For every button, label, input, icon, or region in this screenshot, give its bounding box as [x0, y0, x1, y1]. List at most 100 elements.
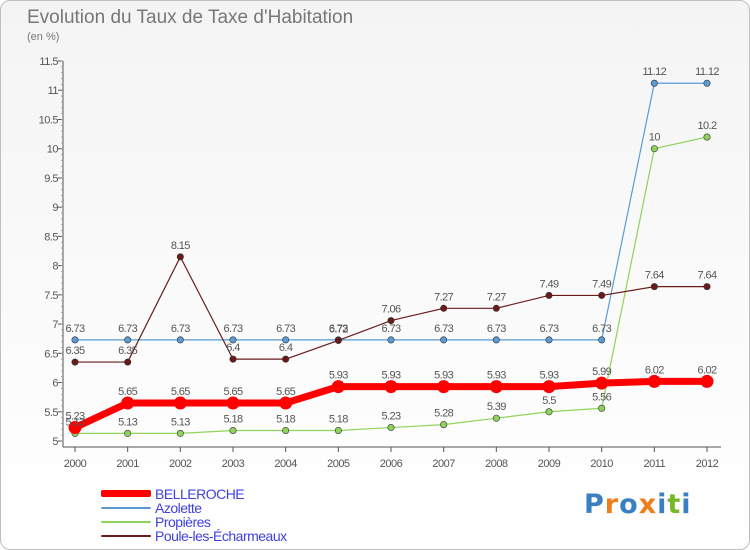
data-label: 6.72	[329, 323, 348, 335]
data-point	[387, 424, 395, 432]
legend-swatch	[101, 507, 151, 509]
data-point	[595, 376, 609, 390]
data-label: 7.49	[592, 278, 611, 290]
data-label: 10.2	[697, 120, 716, 132]
y-tick-label: 11	[48, 85, 59, 97]
y-tick-label: 8.5	[44, 231, 58, 243]
data-point	[331, 380, 345, 394]
data-label: 6.73	[118, 323, 137, 335]
data-point	[440, 304, 448, 312]
data-label: 5.65	[118, 386, 137, 398]
data-point	[542, 380, 556, 394]
data-label: 5.28	[434, 408, 453, 420]
x-tick-label: 2009	[538, 458, 561, 470]
legend-swatch	[101, 535, 151, 537]
data-label: 5.23	[381, 411, 400, 423]
data-label: 6.73	[592, 323, 611, 335]
y-tick-label: 9	[52, 202, 58, 214]
data-label: 6.02	[645, 364, 664, 376]
data-label: 5.13	[65, 416, 84, 428]
data-point	[71, 336, 79, 344]
data-label: 5.93	[539, 370, 558, 382]
x-tick-label: 2003	[222, 458, 245, 470]
data-point	[173, 396, 187, 410]
data-point	[334, 426, 342, 434]
legend-label: BELLEROCHE	[155, 486, 245, 502]
data-label: 6.4	[279, 342, 293, 354]
data-point	[226, 396, 240, 410]
legend-swatch	[101, 521, 151, 523]
data-point	[650, 283, 658, 291]
data-label: 7.27	[487, 291, 506, 303]
data-point	[545, 408, 553, 416]
data-point	[598, 291, 606, 299]
data-label: 7.64	[697, 270, 716, 282]
data-point	[700, 374, 714, 388]
data-label: 6.73	[434, 323, 453, 335]
data-point	[437, 380, 451, 394]
y-tick-label: 10.5	[39, 114, 59, 126]
data-point	[489, 380, 503, 394]
data-label: 6.73	[65, 323, 84, 335]
data-point	[124, 358, 132, 366]
data-label: 7.64	[645, 270, 664, 282]
y-tick-label: 6	[52, 378, 58, 390]
data-point	[440, 336, 448, 344]
logo-letter: t	[667, 489, 682, 520]
x-tick-label: 2001	[116, 458, 139, 470]
data-point	[124, 429, 132, 437]
data-label: 5.18	[223, 413, 242, 425]
data-point	[71, 358, 79, 366]
logo-letter: i	[657, 489, 668, 520]
y-tick-label: 10	[47, 144, 59, 156]
x-tick-label: 2004	[274, 458, 297, 470]
data-point	[176, 429, 184, 437]
chart-unit-label: (en %)	[27, 31, 60, 43]
y-tick-label: 5.5	[44, 407, 58, 419]
data-point	[282, 336, 290, 344]
logo-letter: x	[638, 489, 658, 520]
data-label: 7.49	[539, 278, 558, 290]
data-label: 5.13	[171, 416, 190, 428]
x-tick-label: 2000	[64, 458, 87, 470]
data-point	[387, 336, 395, 344]
data-label: 5.23	[65, 411, 84, 423]
data-label: 5.93	[381, 370, 400, 382]
data-label: 5.39	[487, 401, 506, 413]
x-tick-label: 2010	[590, 458, 613, 470]
data-point	[282, 355, 290, 363]
data-label: 6.73	[276, 323, 295, 335]
x-tick-label: 2008	[485, 458, 508, 470]
data-point	[229, 426, 237, 434]
data-label: 5.56	[592, 391, 611, 403]
chart-title: Evolution du Taux de Taxe d'Habitation	[27, 7, 354, 28]
data-point	[124, 336, 132, 344]
data-point	[492, 304, 500, 312]
data-point	[440, 421, 448, 429]
logo-letter: r	[604, 489, 620, 520]
data-label: 7.06	[381, 304, 400, 316]
y-tick-label: 5	[52, 436, 58, 448]
data-point	[334, 336, 342, 344]
data-label: 6.73	[381, 323, 400, 335]
data-label: 5.5	[542, 395, 556, 407]
x-tick-label: 2007	[432, 458, 455, 470]
data-label: 5.93	[329, 370, 348, 382]
data-point	[279, 396, 293, 410]
data-point	[229, 336, 237, 344]
y-tick-label: 6.5	[44, 348, 58, 360]
data-point	[650, 79, 658, 87]
data-point	[545, 336, 553, 344]
data-label: 5.18	[276, 413, 295, 425]
data-label: 6.4	[226, 342, 240, 354]
y-tick-label: 11.5	[39, 56, 58, 68]
legend-label: Propières	[155, 514, 211, 530]
data-point	[703, 283, 711, 291]
data-point	[703, 133, 711, 141]
x-tick-label: 2006	[380, 458, 403, 470]
data-label: 5.93	[487, 370, 506, 382]
x-tick-label: 2012	[696, 458, 719, 470]
data-label: 6.35	[118, 345, 137, 357]
data-label: 6.73	[171, 323, 190, 335]
